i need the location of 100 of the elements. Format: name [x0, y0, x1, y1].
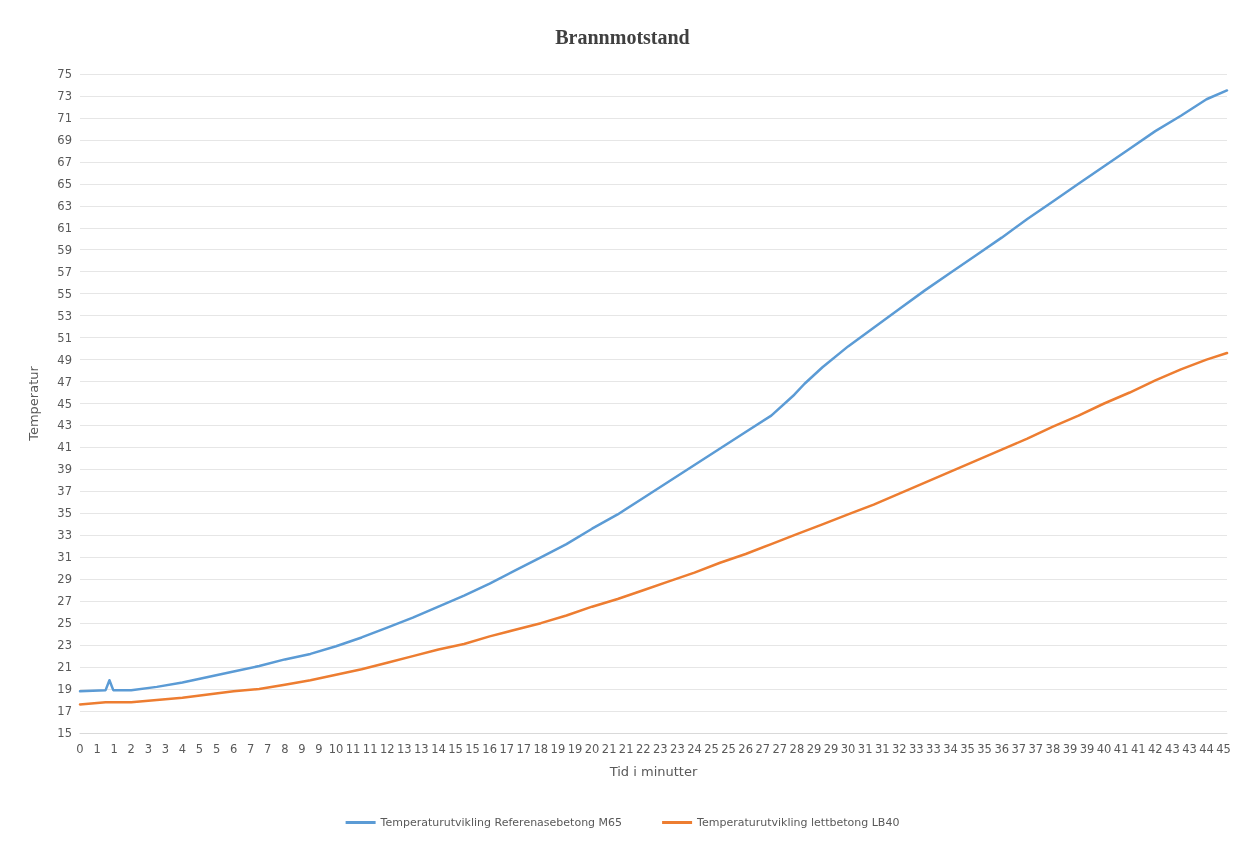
y-tick-label: 33: [57, 528, 72, 543]
y-tick-label: 35: [57, 506, 72, 521]
x-axis-title: Tid i minutter: [608, 764, 698, 779]
x-tick-label: 31: [874, 742, 890, 756]
y-tick-label: 19: [57, 682, 72, 697]
chart-title: Brannmotstand: [555, 26, 690, 48]
x-tick-label: 41: [1113, 742, 1129, 756]
line-series: [78, 89, 1229, 693]
y-tick-label: 17: [57, 704, 72, 719]
x-tick-label: 38: [1045, 742, 1061, 756]
x-tick-label: 15: [465, 742, 480, 756]
x-tick-label: 27: [772, 742, 788, 756]
x-tick-label: 23: [653, 742, 668, 756]
x-tick-label: 29: [806, 742, 822, 756]
y-tick-label: 49: [57, 352, 72, 367]
x-tick-label: 35: [977, 742, 992, 756]
x-tick-label: 16: [482, 742, 497, 756]
x-tick-label: 13: [414, 742, 429, 756]
x-tick-label: 5: [195, 742, 204, 756]
y-tick-label: 61: [57, 220, 72, 235]
x-tick-label: 41: [1130, 742, 1146, 756]
x-tick-label: 20: [584, 742, 600, 756]
y-tick-label: 65: [57, 176, 72, 191]
y-tick-label: 59: [57, 242, 72, 257]
x-tick-label: 37: [1011, 742, 1027, 756]
x-tick-label: 32: [891, 742, 907, 756]
x-tick-label: 23: [670, 742, 685, 756]
x-tick-label: 3: [144, 742, 152, 756]
y-tick-label: 69: [57, 132, 72, 147]
x-tick-label: 19: [567, 742, 583, 756]
x-tick-label: 31: [857, 742, 873, 756]
x-tick-label: 11: [345, 742, 361, 756]
x-tick-label: 45: [1216, 742, 1231, 756]
x-tick-label: 35: [960, 742, 975, 756]
x-tick-label: 9: [298, 742, 306, 756]
x-tick-label: 8: [281, 742, 289, 756]
x-tick-label: 25: [704, 742, 719, 756]
y-tick-label: 21: [57, 660, 72, 675]
x-tick-label: 33: [926, 742, 941, 756]
x-tick-label: 3: [161, 742, 169, 756]
y-tick-label: 57: [57, 264, 72, 279]
x-tick-label: 19: [550, 742, 566, 756]
x-tick-label: 43: [1165, 742, 1180, 756]
y-tick-label: 67: [57, 154, 72, 169]
x-tick-label: 11: [362, 742, 378, 756]
legend-label: Temperaturutvikling lettbetong LB40: [696, 816, 900, 829]
x-tick-label: 21: [601, 742, 617, 756]
x-tick-label: 27: [755, 742, 771, 756]
x-tick-label: 1: [93, 742, 101, 756]
x-tick-label: 40: [1096, 742, 1112, 756]
x-tick-label: 26: [738, 742, 753, 756]
y-tick-label: 29: [57, 572, 72, 587]
x-tick-label: 44: [1199, 742, 1214, 756]
y-tick-label: 15: [57, 726, 72, 740]
y-tick-label: 37: [57, 484, 72, 499]
x-tick-label: 28: [789, 742, 805, 756]
x-tick-label: 21: [618, 742, 634, 756]
x-tick-label: 0: [76, 742, 84, 756]
x-tick-label: 25: [721, 742, 736, 756]
y-tick-label: 43: [57, 418, 72, 433]
x-tick-label: 1: [110, 742, 118, 756]
x-tick-label: 17: [516, 742, 532, 756]
legend-label: Temperaturutvikling Referenasebetong M65: [379, 816, 623, 829]
x-tick-label: 24: [687, 742, 702, 756]
x-tick-label: 18: [533, 742, 549, 756]
y-tick-label: 27: [57, 594, 72, 609]
x-tick-label: 42: [1147, 742, 1163, 756]
x-tick-label: 7: [247, 742, 255, 756]
y-tick-label: 63: [57, 198, 72, 213]
x-tick-label: 36: [994, 742, 1010, 756]
x-tick-label: 5: [212, 742, 221, 756]
line-series: [78, 351, 1229, 706]
x-tick-label: 43: [1182, 742, 1197, 756]
y-tick-label: 31: [57, 550, 72, 565]
x-tick-label: 2: [127, 742, 135, 756]
y-tick-label: 51: [57, 330, 72, 345]
y-axis-title: Temperatur: [26, 365, 41, 442]
x-tick-label: 12: [379, 742, 395, 756]
x-tick-label: 14: [431, 742, 446, 756]
y-tick-label: 41: [57, 440, 72, 455]
y-tick-label: 75: [57, 67, 72, 81]
y-tick-label: 71: [57, 110, 72, 125]
y-tick-label: 47: [57, 374, 72, 389]
y-tick-label: 39: [57, 462, 72, 477]
x-tick-label: 7: [264, 742, 272, 756]
x-tick-label: 34: [943, 742, 958, 756]
y-tick-label: 45: [57, 396, 72, 411]
x-tick-label: 39: [1079, 742, 1095, 756]
y-tick-label: 55: [57, 286, 72, 301]
x-tick-label: 6: [229, 742, 238, 756]
y-tick-label: 23: [57, 638, 72, 653]
y-tick-label: 25: [57, 616, 72, 631]
x-tick-label: 30: [840, 742, 856, 756]
x-tick-label: 33: [909, 742, 924, 756]
x-tick-label: 15: [448, 742, 463, 756]
x-tick-label: 13: [396, 742, 412, 756]
y-tick-label: 53: [57, 308, 72, 323]
x-tick-label: 17: [499, 742, 515, 756]
x-tick-label: 37: [1028, 742, 1044, 756]
x-tick-label: 9: [315, 742, 323, 756]
